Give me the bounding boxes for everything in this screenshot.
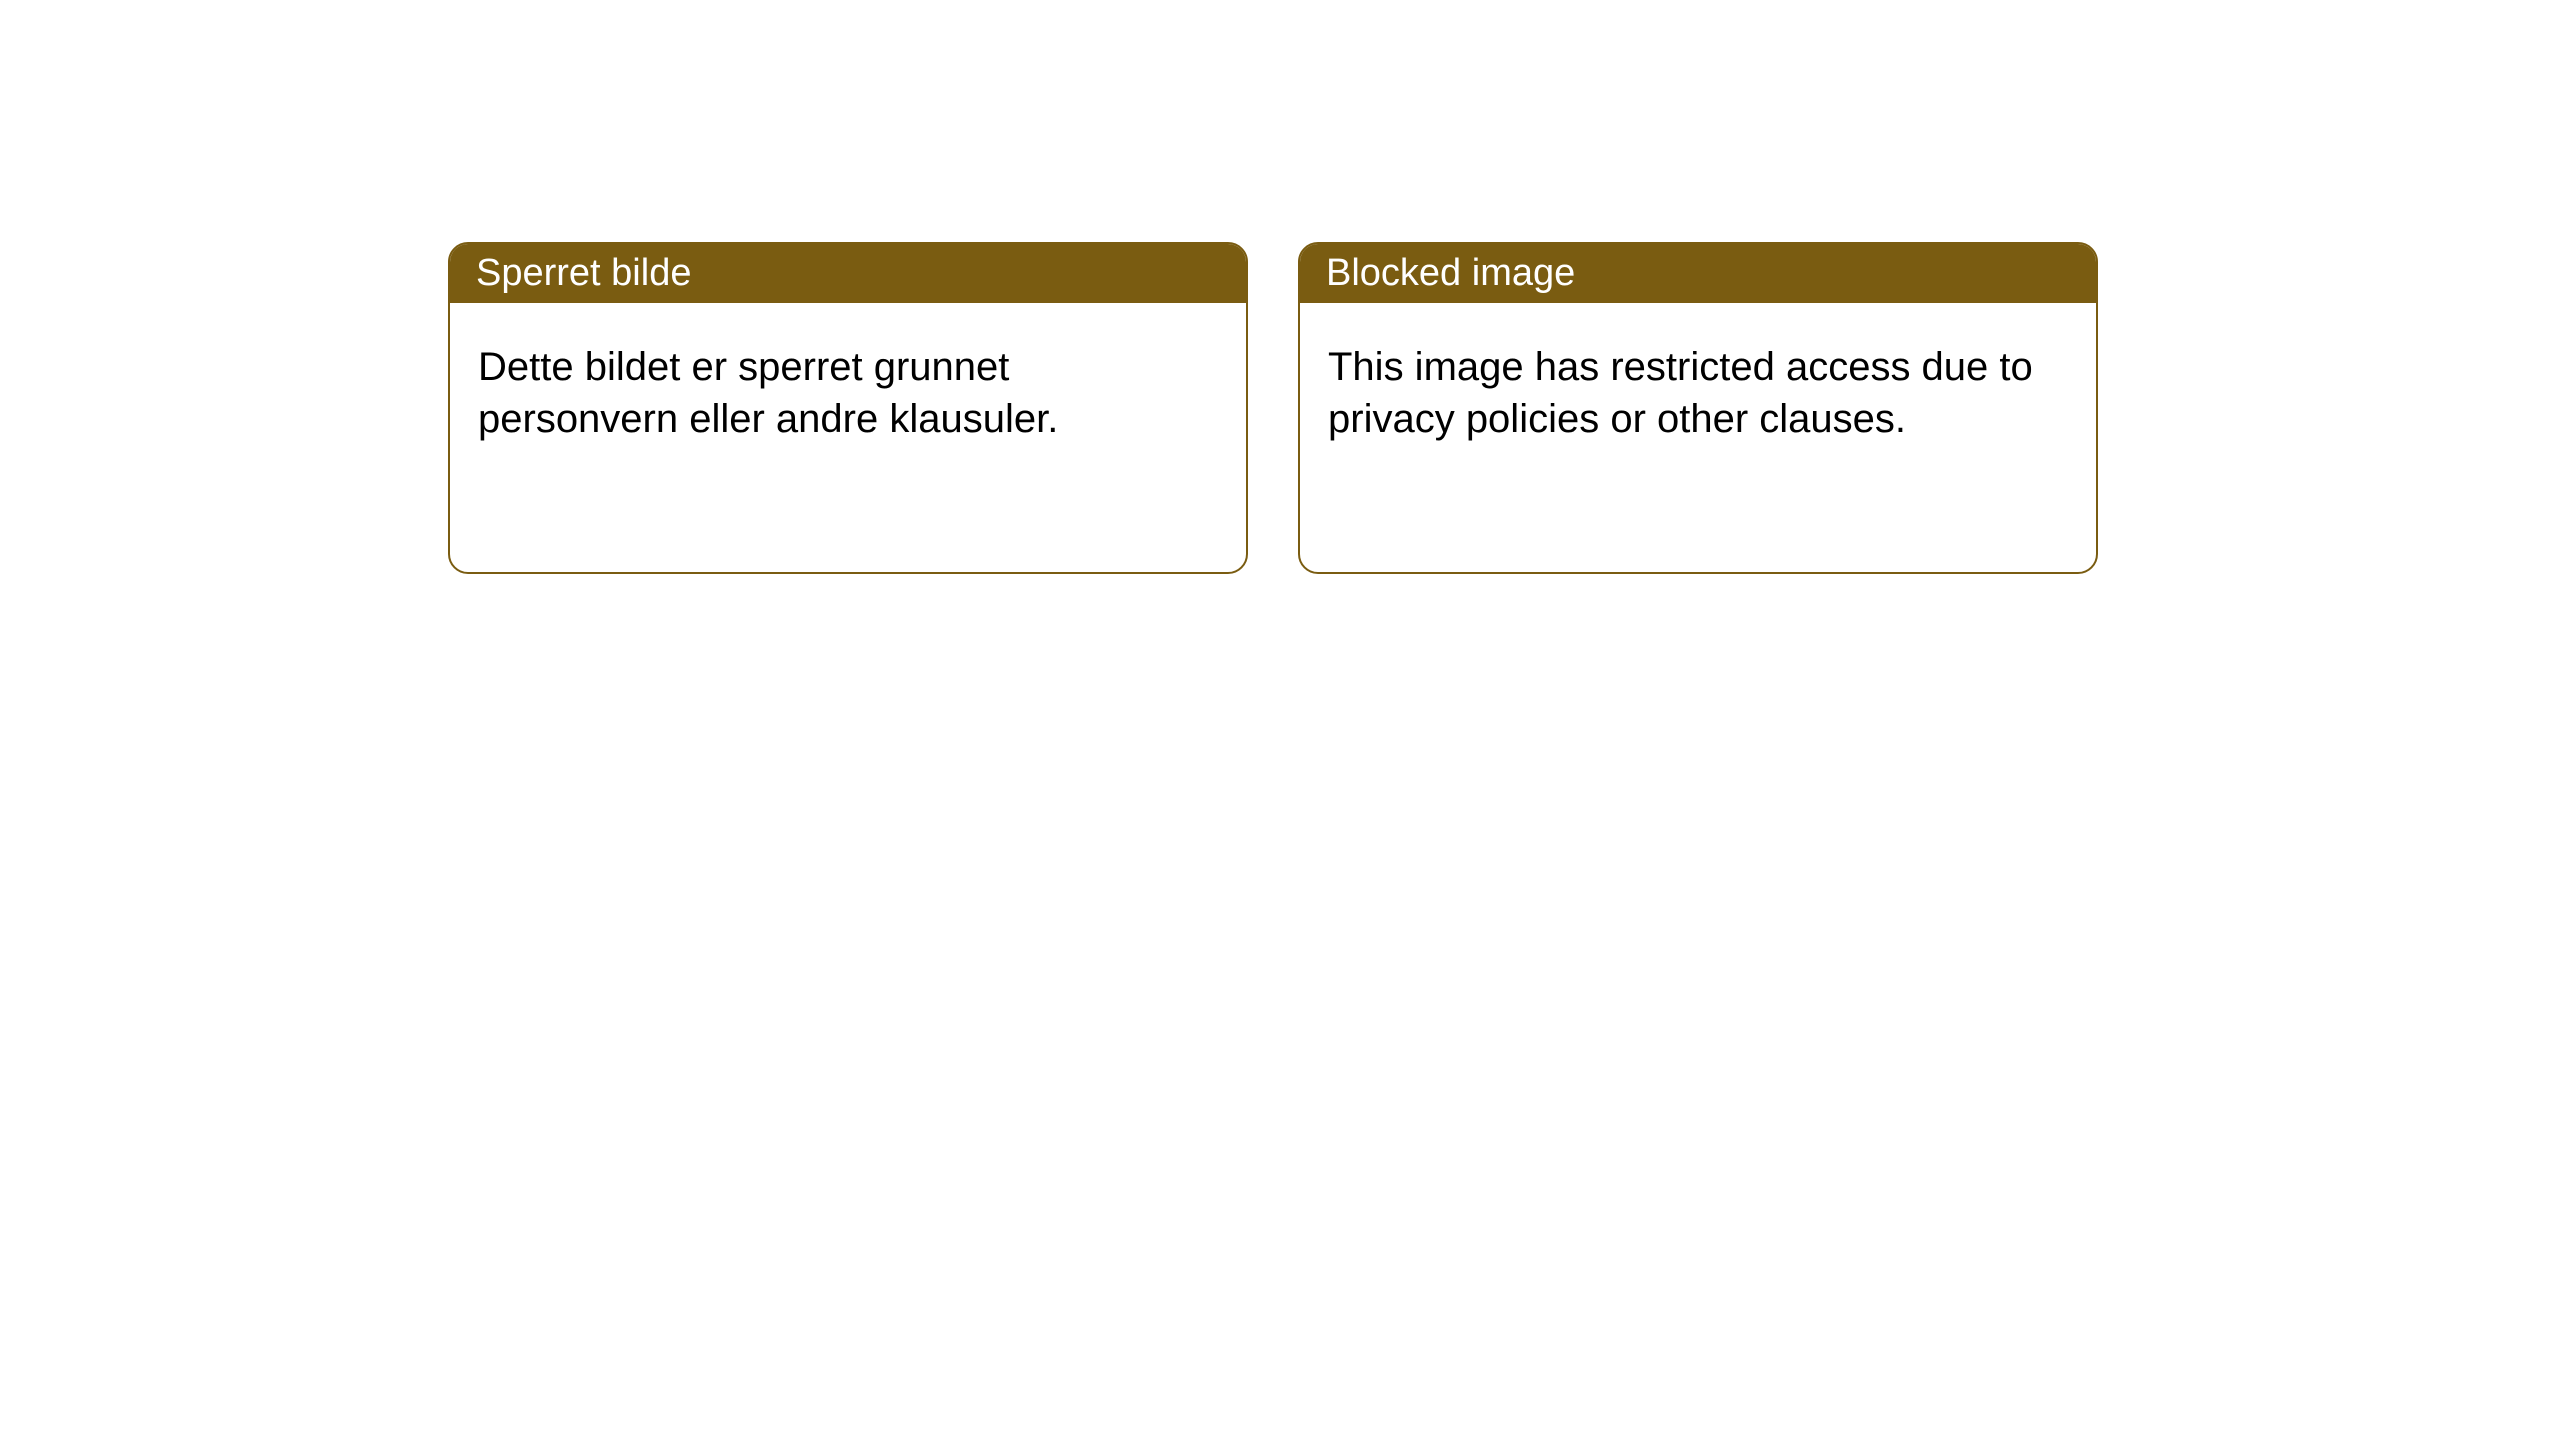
blocked-image-card-no: Sperret bilde Dette bildet er sperret gr… [448, 242, 1248, 574]
card-container: Sperret bilde Dette bildet er sperret gr… [0, 0, 2560, 574]
card-header: Sperret bilde [450, 244, 1246, 303]
blocked-image-card-en: Blocked image This image has restricted … [1298, 242, 2098, 574]
card-body: This image has restricted access due to … [1300, 303, 2096, 483]
card-body: Dette bildet er sperret grunnet personve… [450, 303, 1246, 483]
card-header: Blocked image [1300, 244, 2096, 303]
